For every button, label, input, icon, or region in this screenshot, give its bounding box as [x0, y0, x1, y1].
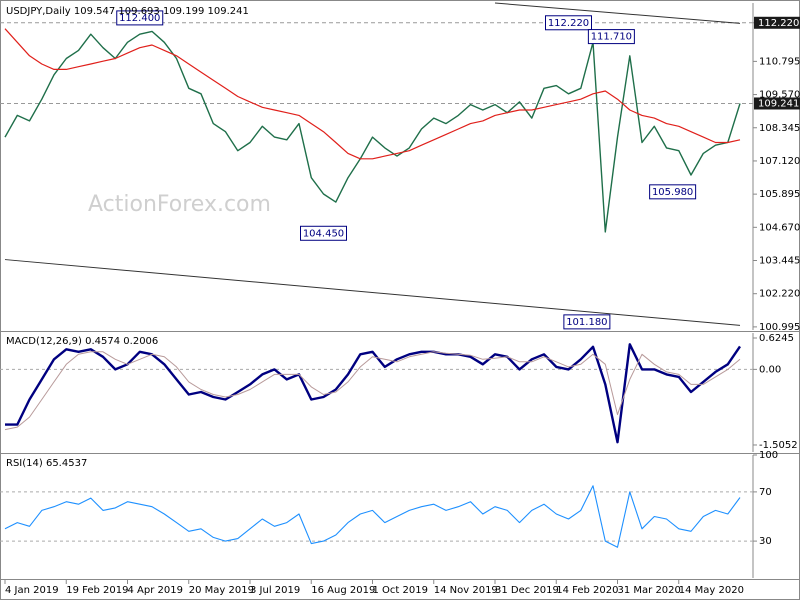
y-tick-label: 108.345	[759, 123, 800, 134]
panel-title: USDJPY,Daily 109.547 109.693 109.199 109…	[6, 6, 249, 17]
x-tick-label: 16 Aug 2019	[311, 585, 375, 596]
y-tick-label: 70	[759, 487, 772, 498]
watermark: ActionForex.com	[88, 192, 271, 217]
annotation-box	[563, 314, 611, 330]
annotation-label: 112.400	[119, 13, 160, 24]
annotation-box	[587, 29, 635, 45]
series-line	[4, 351, 741, 431]
x-tick-label: 31 Mar 2020	[618, 585, 681, 596]
trendline	[494, 2, 741, 24]
y-tick-label: 109.570	[759, 90, 800, 101]
y-tick-label: 110.795	[759, 56, 800, 67]
price-tag-label: 112.220	[758, 18, 799, 29]
y-tick-label: 107.120	[759, 156, 800, 167]
x-tick-label: 4 Apr 2019	[128, 585, 183, 596]
series-line	[4, 28, 741, 160]
y-tick-label: 104.670	[759, 222, 800, 233]
x-tick-label: 19 Feb 2019	[66, 585, 128, 596]
x-tick-label: 14 Nov 2019	[434, 585, 498, 596]
series-line	[4, 30, 741, 233]
annotation-label: 112.220	[548, 18, 589, 29]
y-tick-label: 105.895	[759, 189, 800, 200]
annotation-box	[649, 184, 697, 200]
price-tag	[754, 16, 800, 29]
y-tick-label: -1.5052	[759, 440, 798, 451]
x-tick-label: 14 Feb 2020	[556, 585, 618, 596]
x-tick-label: 31 Dec 2019	[495, 585, 559, 596]
x-tick-label: 4 Jan 2019	[5, 585, 59, 596]
y-tick-label: 0.00	[759, 364, 781, 375]
annotation-box	[545, 15, 592, 31]
y-tick-label: 0.6245	[759, 333, 794, 344]
y-tick-label: 102.220	[759, 289, 800, 300]
y-tick-label: 100	[759, 450, 778, 461]
x-tick-label: 14 May 2020	[679, 585, 744, 596]
y-tick-label: 100.995	[759, 322, 800, 333]
series-line	[4, 485, 741, 548]
panel-title: RSI(14) 65.4537	[6, 458, 87, 469]
price-tag	[754, 97, 800, 110]
annotation-label: 105.980	[652, 187, 693, 198]
trendline	[4, 259, 741, 326]
price-tag-label: 109.241	[758, 98, 799, 109]
y-tick-label: 103.445	[759, 256, 800, 267]
annotation-label: 111.710	[591, 32, 632, 43]
x-tick-label: 1 Oct 2019	[373, 585, 428, 596]
annotation-label: 104.450	[303, 228, 344, 239]
x-tick-label: 3 Jul 2019	[250, 585, 300, 596]
annotation-box	[300, 225, 347, 241]
annotation-label: 101.180	[566, 317, 607, 328]
annotation-box	[116, 10, 164, 26]
x-tick-label: 20 May 2019	[189, 585, 254, 596]
y-tick-label: 30	[759, 536, 772, 547]
panel-title: MACD(12,26,9) 0.4574 0.2006	[6, 336, 158, 347]
